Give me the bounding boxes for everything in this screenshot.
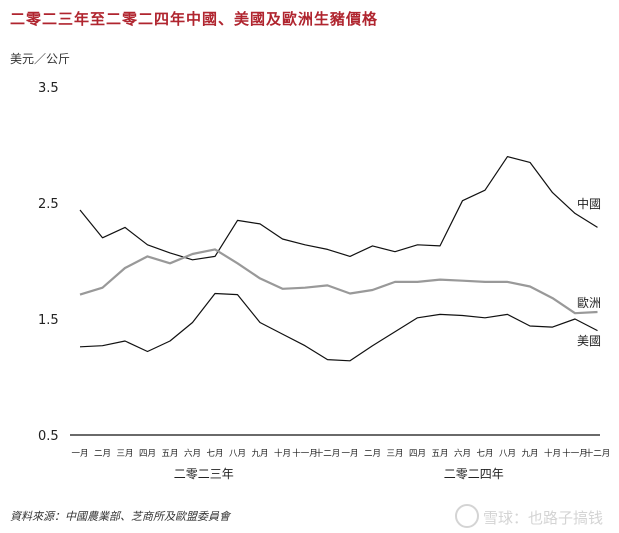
x-tick-label-2: 三月 [116, 449, 133, 459]
y-axis-label: 美元／公斤 [10, 52, 71, 66]
x-tick-label-18: 七月 [476, 449, 493, 459]
watermark: 雪球：也路子搞钱 [454, 504, 603, 528]
series-label-1: 歐洲 [577, 295, 601, 310]
x-tick-label-1: 二月 [94, 449, 111, 459]
x-tick-label-9: 十月 [274, 448, 291, 459]
x-tick-label-8: 九月 [251, 449, 268, 459]
chart-title: 二零二三年至二零二四年中國、美國及歐洲生豬價格 [10, 10, 379, 28]
x-tick-label-0: 一月 [71, 449, 88, 459]
series-label-2: 美國 [577, 334, 601, 348]
x-tick-label-21: 十月 [544, 448, 561, 459]
year-label-0: 二零二三年 [174, 467, 234, 481]
x-tick-label-19: 八月 [499, 449, 516, 459]
watermark-text: 雪球：也路子搞钱 [482, 509, 603, 527]
x-tick-label-5: 六月 [184, 448, 201, 459]
x-tick-label-7: 八月 [229, 449, 246, 459]
series-lines [79, 156, 598, 362]
y-tick-label-1: 2.5 [38, 197, 59, 212]
series-line-2 [79, 292, 598, 362]
y-tick-labels: 3.5 2.5 1.5 0.5 [38, 81, 59, 444]
year-label-1: 二零二四年 [444, 467, 504, 481]
watermark-icon [454, 504, 479, 528]
x-tick-label-6: 七月 [206, 449, 223, 459]
year-labels: 二零二三年 二零二四年 [174, 467, 504, 481]
series-line-1 [79, 248, 598, 315]
x-tick-label-15: 四月 [409, 449, 426, 459]
x-tick-label-14: 三月 [386, 449, 403, 459]
x-tick-label-16: 五月 [431, 449, 448, 459]
x-tick-label-17: 六月 [454, 448, 471, 459]
x-tick-label-22: 十一月 [562, 448, 588, 459]
x-tick-label-4: 五月 [161, 449, 178, 459]
y-tick-label-3: 0.5 [38, 429, 59, 444]
x-tick-label-3: 四月 [139, 449, 156, 459]
series-label-0: 中國 [577, 196, 601, 211]
x-tick-label-11: 十二月 [315, 448, 341, 459]
x-tick-label-10: 十一月 [292, 448, 318, 459]
series-line-0 [79, 156, 598, 261]
x-tick-label-12: 一月 [341, 449, 358, 459]
x-tick-label-20: 九月 [521, 449, 538, 459]
source-note: 資料來源：中國農業部、芝商所及歐盟委員會 [10, 510, 230, 523]
x-tick-label-13: 二月 [364, 449, 381, 459]
y-tick-label-2: 1.5 [38, 313, 59, 328]
x-tick-label-23: 十二月 [585, 448, 611, 459]
y-tick-label-0: 3.5 [38, 81, 59, 96]
